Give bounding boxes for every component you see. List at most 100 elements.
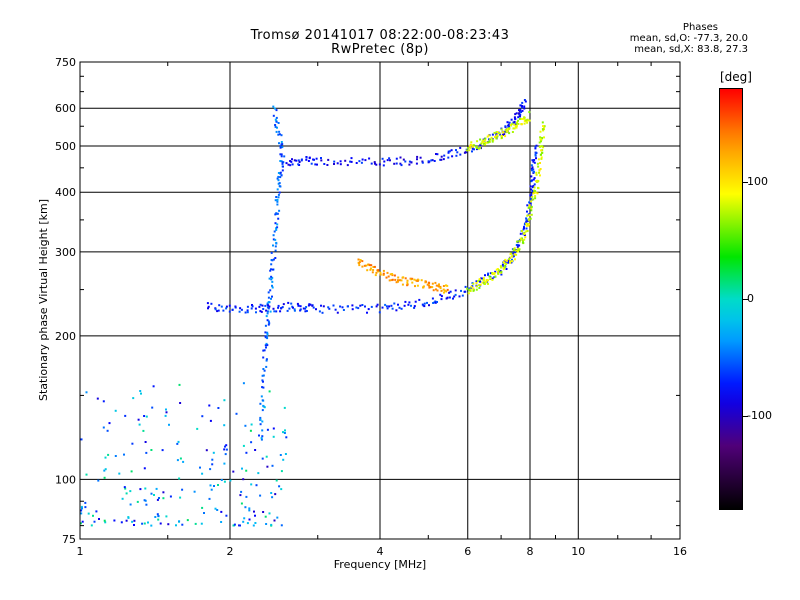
scatter-point <box>307 160 310 162</box>
scatter-point <box>278 142 280 145</box>
scatter-point <box>541 137 543 140</box>
scatter-point <box>431 282 434 285</box>
scatter-point <box>242 382 245 385</box>
scatter-point <box>390 304 393 307</box>
scatter-point <box>537 165 540 168</box>
scatter-point <box>468 287 471 290</box>
scatter-point <box>484 139 487 141</box>
scatter-point <box>442 158 445 161</box>
scatter-point <box>280 160 283 163</box>
scatter-point <box>515 253 518 256</box>
scatter-point <box>519 237 522 240</box>
scatter-point <box>176 442 179 445</box>
scatter-point <box>482 139 485 142</box>
scatter-point <box>422 286 425 289</box>
scatter-point <box>404 160 407 163</box>
scatter-point <box>447 156 450 159</box>
scatter-point <box>259 402 262 405</box>
scatter-point <box>402 276 405 279</box>
scatter-point <box>530 167 533 170</box>
scatter-point <box>373 265 376 268</box>
scatter-point <box>526 230 529 232</box>
scatter-point <box>220 479 223 481</box>
scatter-point <box>238 310 241 313</box>
scatter-point <box>491 140 494 143</box>
scatter-point <box>523 227 525 230</box>
scatter-point <box>523 120 526 122</box>
scatter-point <box>478 278 481 281</box>
scatter-point <box>264 331 267 334</box>
scatter-point <box>436 289 439 292</box>
scatter-point <box>525 220 528 223</box>
scatter-point <box>518 110 521 113</box>
scatter-point <box>526 118 529 121</box>
scatter-point <box>261 409 264 412</box>
scatter-point <box>485 280 488 283</box>
scatter-point <box>531 179 533 182</box>
scatter-point <box>277 306 280 309</box>
scatter-point <box>250 483 253 486</box>
scatter-point <box>145 415 148 418</box>
scatter-point <box>418 298 421 301</box>
scatter-point <box>297 163 300 166</box>
scatter-point <box>186 519 189 522</box>
scatter-point <box>447 150 450 153</box>
scatter-point <box>254 522 257 524</box>
scatter-point <box>539 162 541 164</box>
scatter-point <box>179 402 182 404</box>
scatter-point <box>309 303 312 306</box>
scatter-point <box>517 116 520 119</box>
scatter-point <box>391 307 394 310</box>
scatter-point <box>445 290 448 293</box>
scatter-point <box>272 435 275 438</box>
scatter-point <box>513 253 516 256</box>
scatter-point <box>276 126 278 129</box>
scatter-point <box>225 307 228 310</box>
scatter-point <box>224 445 226 448</box>
scatter-point <box>139 488 142 491</box>
scatter-point <box>520 237 523 240</box>
scatter-point <box>530 192 533 195</box>
scatter-point <box>272 427 275 430</box>
scatter-point <box>370 162 373 165</box>
scatter-point <box>103 519 106 522</box>
scatter-point <box>503 260 506 262</box>
scatter-point <box>278 133 281 136</box>
scatter-point <box>535 151 538 154</box>
scatter-point <box>274 493 277 496</box>
scatter-point <box>261 379 264 382</box>
scatter-point <box>350 160 353 163</box>
scatter-point <box>519 232 522 235</box>
scatter-point <box>379 273 382 276</box>
scatter-point <box>277 172 280 174</box>
scatter-point <box>281 146 284 149</box>
scatter-point <box>535 173 538 176</box>
scatter-point <box>439 287 442 290</box>
scatter-point <box>80 509 83 512</box>
scatter-point <box>264 344 267 347</box>
scatter-point <box>407 303 410 306</box>
scatter-point <box>278 485 281 488</box>
scatter-point <box>281 143 284 146</box>
scatter-point <box>346 164 349 167</box>
scatter-point <box>540 153 542 156</box>
scatter-point <box>507 127 510 130</box>
scatter-point <box>261 399 264 402</box>
scatter-point <box>525 120 528 123</box>
scatter-point <box>479 147 482 149</box>
scatter-point <box>154 516 157 518</box>
scatter-point <box>460 289 462 292</box>
scatter-point <box>413 306 416 309</box>
scatter-point <box>542 129 545 132</box>
scatter-point <box>513 247 516 250</box>
scatter-point <box>220 305 223 308</box>
scatter-point <box>95 510 98 513</box>
scatter-point <box>274 213 277 216</box>
scatter-point <box>423 305 426 308</box>
scatter-point <box>114 409 117 412</box>
scatter-point <box>383 160 386 163</box>
scatter-point <box>339 305 342 308</box>
scatter-point <box>527 224 530 227</box>
